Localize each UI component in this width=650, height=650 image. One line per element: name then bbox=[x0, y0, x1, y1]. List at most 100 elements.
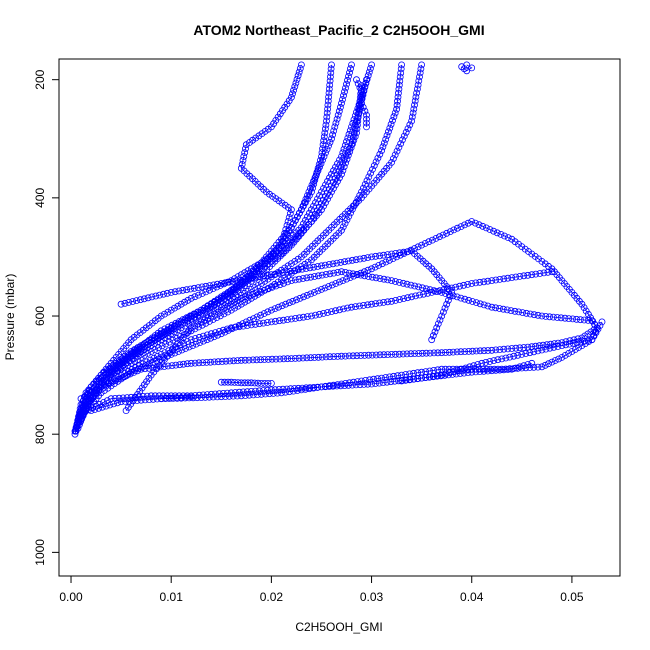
data-point bbox=[231, 288, 239, 296]
data-point bbox=[294, 72, 302, 80]
y-tick-label: 200 bbox=[33, 69, 47, 89]
data-point bbox=[312, 210, 319, 218]
data-point bbox=[314, 164, 322, 172]
data-point bbox=[468, 365, 476, 373]
data-point bbox=[388, 277, 396, 285]
data-point bbox=[325, 260, 333, 268]
data-point bbox=[324, 195, 331, 203]
data-point bbox=[512, 273, 520, 281]
data-point bbox=[354, 113, 362, 121]
x-tick-label: 0.04 bbox=[460, 590, 484, 604]
data-point bbox=[374, 375, 382, 383]
data-point bbox=[275, 303, 282, 311]
data-point bbox=[154, 335, 162, 343]
x-axis-label: C2H5OOH_GMI bbox=[295, 620, 382, 634]
data-point bbox=[479, 222, 487, 230]
data-point bbox=[363, 111, 370, 119]
data-series bbox=[87, 318, 606, 415]
data-point bbox=[388, 250, 396, 258]
data-point bbox=[173, 334, 181, 342]
data-point bbox=[384, 298, 392, 306]
data-point bbox=[524, 271, 532, 279]
data-point bbox=[203, 358, 211, 366]
data-point bbox=[536, 270, 544, 277]
data-point bbox=[275, 269, 283, 277]
data-point bbox=[347, 65, 354, 73]
data-point bbox=[121, 299, 129, 307]
data-point bbox=[558, 353, 566, 361]
data-point bbox=[219, 326, 227, 334]
data-point bbox=[555, 355, 562, 363]
data-series bbox=[77, 359, 536, 417]
data-point bbox=[372, 252, 380, 260]
data-point bbox=[287, 267, 295, 275]
data-point bbox=[176, 341, 184, 349]
data-point bbox=[418, 368, 426, 376]
data-point bbox=[395, 81, 403, 89]
data-point bbox=[429, 332, 437, 340]
data-point bbox=[284, 278, 292, 286]
data-point bbox=[225, 278, 233, 286]
data-point bbox=[383, 132, 391, 139]
data-point bbox=[476, 278, 484, 286]
data-point bbox=[340, 156, 348, 164]
data-point bbox=[229, 392, 237, 400]
data-point bbox=[181, 319, 189, 327]
data-point bbox=[546, 313, 553, 321]
data-point bbox=[528, 271, 536, 279]
data-point bbox=[291, 314, 299, 322]
data-point bbox=[510, 365, 518, 372]
data-point bbox=[479, 365, 487, 373]
data-point bbox=[568, 348, 576, 355]
data-point bbox=[150, 354, 158, 362]
data-point bbox=[326, 138, 334, 146]
data-point bbox=[378, 147, 386, 155]
data-point bbox=[542, 345, 550, 353]
data-point bbox=[338, 170, 345, 178]
data-point bbox=[496, 305, 503, 312]
data-point bbox=[230, 357, 238, 365]
data-point bbox=[132, 364, 140, 372]
data-point bbox=[174, 302, 182, 310]
data-point bbox=[431, 328, 439, 336]
data-point bbox=[235, 388, 243, 396]
data-point bbox=[81, 408, 89, 416]
data-point bbox=[267, 386, 275, 394]
data-point bbox=[117, 300, 125, 308]
data-point bbox=[295, 68, 303, 76]
chart-title: ATOM2 Northeast_Pacific_2 C2H5OOH_GMI bbox=[193, 22, 484, 38]
data-point bbox=[457, 223, 465, 231]
data-point bbox=[399, 279, 407, 287]
data-point bbox=[339, 96, 346, 103]
data-point bbox=[306, 184, 314, 192]
data-point bbox=[398, 61, 406, 69]
data-point bbox=[218, 358, 226, 365]
data-point bbox=[362, 376, 369, 384]
data-point bbox=[156, 363, 164, 371]
data-point bbox=[239, 388, 247, 396]
data-point bbox=[441, 365, 449, 373]
data-point bbox=[565, 349, 572, 357]
data-point bbox=[561, 351, 569, 359]
data-point bbox=[345, 73, 352, 80]
data-point bbox=[320, 137, 328, 145]
data-point bbox=[330, 353, 338, 361]
data-point bbox=[392, 249, 400, 257]
data-point bbox=[471, 219, 479, 227]
data-point bbox=[406, 370, 414, 378]
data-point bbox=[325, 85, 333, 93]
data-point bbox=[428, 236, 436, 244]
data-point bbox=[364, 72, 372, 80]
data-point bbox=[363, 76, 370, 84]
data-point bbox=[344, 76, 351, 84]
data-point bbox=[107, 377, 115, 385]
data-point bbox=[289, 90, 296, 98]
data-point bbox=[396, 77, 404, 85]
data-point bbox=[437, 372, 445, 380]
data-point bbox=[372, 274, 380, 282]
data-point bbox=[328, 308, 335, 316]
data-point bbox=[346, 274, 354, 282]
x-tick-label: 0.01 bbox=[160, 590, 184, 604]
data-point bbox=[398, 371, 406, 379]
data-point bbox=[580, 304, 588, 312]
